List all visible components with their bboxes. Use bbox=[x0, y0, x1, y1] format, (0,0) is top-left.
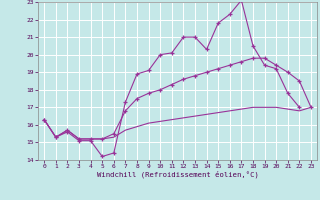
X-axis label: Windchill (Refroidissement éolien,°C): Windchill (Refroidissement éolien,°C) bbox=[97, 171, 259, 178]
